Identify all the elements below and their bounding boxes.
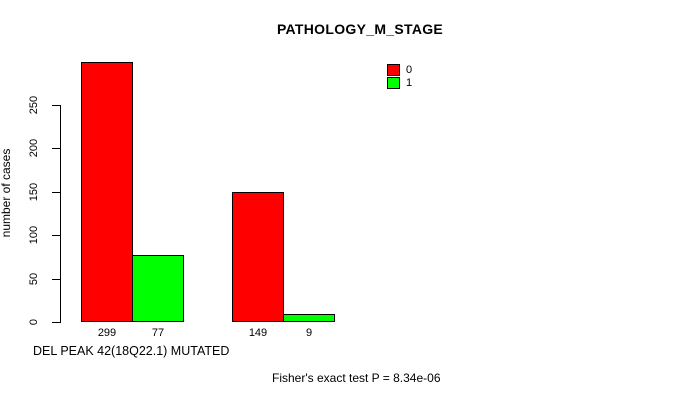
bar-value-label: 149 [248,327,268,339]
y-axis-tick-label: 0 [28,318,40,326]
y-axis-tick-label: 250 [28,95,40,115]
y-axis-tick-label: 50 [28,272,40,286]
bar-value-label: 299 [97,327,117,339]
legend-item-1: 1 [387,76,413,90]
chart-title: PATHOLOGY_M_STAGE [276,21,444,37]
bar-group2-series-1 [283,314,335,322]
bar-value-label: 77 [151,327,165,339]
y-axis-tick [52,235,60,236]
bar-group1-series-0 [81,62,133,322]
y-axis-tick-label: 150 [28,182,40,202]
legend-color-swatch [387,76,400,89]
y-axis-label: number of cases [0,148,13,238]
y-axis-tick [52,192,60,193]
legend-color-swatch [387,64,400,77]
bar-group2-series-0 [232,192,284,322]
pvalue-annotation: Fisher's exact test P = 8.34e-06 [272,371,441,385]
y-axis-tick-label: 200 [28,138,40,158]
y-axis-tick [52,322,60,323]
y-axis-tick [52,279,60,280]
legend-label: 0 [406,64,413,77]
y-axis-line [60,105,61,323]
bar-group1-series-1 [132,255,184,322]
y-axis-tick [52,148,60,149]
legend-item-0: 0 [387,64,412,77]
bar-value-label: 9 [305,327,313,339]
legend-label: 1 [406,76,413,89]
x-axis-label: DEL PEAK 42(18Q22.1) MUTATED [33,344,230,358]
y-axis-tick-label: 100 [28,225,40,245]
y-axis-tick [52,105,60,106]
